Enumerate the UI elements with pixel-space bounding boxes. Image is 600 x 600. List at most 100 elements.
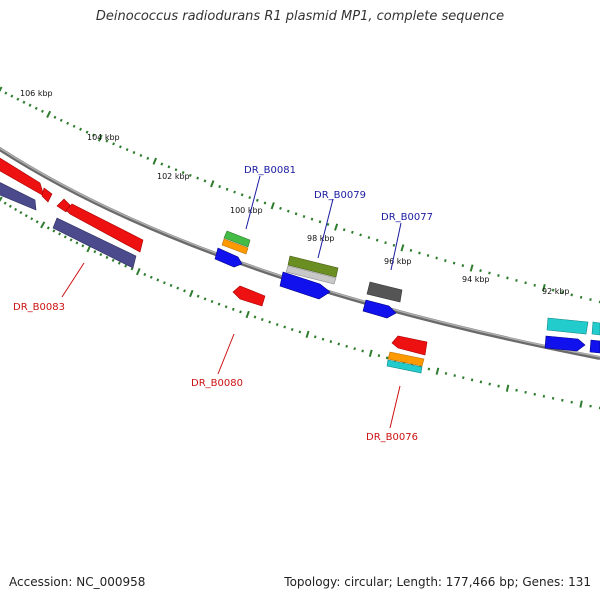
outer-ruler-tick [139, 153, 143, 157]
outer-ruler-tick [203, 179, 207, 183]
outer-ruler-tick [270, 202, 275, 210]
inner-ruler-tick [183, 289, 186, 293]
outer-ruler-tick [97, 134, 103, 142]
cds-features [0, 157, 600, 374]
outer-ruler-tick [351, 230, 354, 234]
inner-ruler-tick [162, 281, 166, 285]
cds-orange-b0076 [387, 351, 425, 367]
ruler-labels: 106 kbp 104 kbp 102 kbp 100 kbp 98 kbp 9… [20, 89, 570, 296]
outer-ruler-tick [72, 124, 76, 128]
outer-ruler-tick [53, 115, 57, 119]
inner-ruler-tick [488, 382, 491, 386]
outer-ruler-ticks [0, 86, 600, 304]
outer-ruler-tick [318, 220, 322, 224]
cds-silver-b0079 [285, 265, 337, 285]
inner-ruler-tick [337, 342, 341, 346]
outer-ruler-tick [146, 156, 150, 160]
inner-ruler-tick [260, 317, 264, 322]
inner-ruler-tick [75, 241, 79, 245]
outer-ruler-tick [160, 162, 164, 166]
outer-ruler-tick [426, 254, 430, 257]
outer-ruler-tick [533, 283, 536, 287]
outer-ruler-tick [561, 291, 564, 294]
inner-ruler-tick [24, 214, 28, 218]
inner-ruler-tick [329, 340, 333, 344]
cds-blue-b0079 [279, 271, 331, 300]
outer-ruler-tick [409, 248, 413, 252]
gene-labels: DR_B0081 DR_B0079 DR_B0077 DR_B0083 DR_B… [13, 165, 433, 443]
cds-red-large [65, 203, 144, 253]
outer-ruler-tick [488, 271, 491, 275]
inner-ruler-tick [69, 238, 73, 242]
accession-text: Accession: NC_000958 [9, 575, 146, 589]
outer-ruler-tick [196, 176, 200, 180]
inner-ruler-tick [93, 250, 97, 254]
inner-ruler-tick [130, 267, 134, 271]
inner-ruler-tick [58, 232, 62, 236]
leader-b0083 [61, 262, 85, 298]
inner-ruler-tick [105, 255, 109, 259]
inner-ruler-tick [524, 390, 527, 394]
inner-ruler-tick [52, 229, 56, 233]
inner-ruler-tick [283, 325, 287, 329]
inner-ruler-tick [156, 278, 160, 282]
leader-b0076 [389, 385, 401, 429]
inner-ruler-tick [135, 268, 141, 276]
cds-red-small-2 [56, 198, 71, 213]
cds-red-b0076 [391, 335, 428, 356]
inner-ruler-tick [176, 286, 180, 290]
inner-ruler-tick [99, 252, 103, 257]
leader-b0080 [217, 333, 235, 375]
leader-b0077 [390, 222, 402, 271]
outer-ruler-tick [210, 180, 215, 188]
outer-ruler-tick [10, 94, 14, 98]
outer-ruler-tick [152, 157, 158, 165]
outer-ruler-tick [294, 212, 298, 216]
outer-ruler-tick [542, 284, 546, 292]
cds-cyan-right-2 [591, 321, 600, 336]
inner-ruler-tick [19, 211, 23, 215]
inner-ruler-tick [479, 380, 483, 384]
inner-ruler-tick [377, 354, 381, 358]
inner-ruler-tick [189, 289, 194, 298]
inner-ruler-tick [117, 261, 121, 265]
outer-ruler-tick [255, 198, 259, 202]
outer-ruler-tick [375, 238, 379, 242]
backbone [0, 146, 600, 360]
label-dr-b0083: DR_B0083 [13, 302, 65, 313]
outer-ruler-tick [85, 130, 89, 134]
outer-ruler-tick [479, 269, 482, 273]
label-dr-b0081: DR_B0081 [244, 165, 296, 176]
label-dr-b0080: DR_B0080 [191, 378, 243, 389]
inner-ruler-tick [0, 196, 3, 202]
outer-ruler-tick [326, 222, 330, 226]
cds-olive-b0079 [287, 255, 339, 278]
outer-ruler-tick [66, 121, 70, 125]
outer-ruler-tick [469, 264, 474, 272]
inner-ruler-tick [570, 400, 573, 404]
outer-ruler-tick [334, 223, 339, 231]
inner-ruler-tick [111, 258, 115, 262]
outer-ruler-tick [400, 244, 405, 252]
outer-ruler-tick [461, 264, 465, 268]
cds-grey-b0077 [366, 281, 403, 303]
label-dr-b0079: DR_B0079 [314, 190, 366, 201]
inner-ruler-tick [203, 297, 207, 301]
inner-ruler-tick [542, 394, 546, 398]
outer-ruler-tick [0, 86, 3, 93]
outer-ruler-tick [342, 228, 346, 232]
kbp-label-96: 96 kbp [384, 257, 412, 266]
cds-navy-left [0, 182, 37, 211]
inner-ruler-tick [470, 378, 474, 382]
inner-ruler-tick [368, 349, 373, 357]
label-leader-lines [61, 175, 402, 429]
map-title: Deinococcus radiodurans R1 plasmid MP1, … [95, 9, 505, 24]
inner-ruler-tick [231, 307, 235, 311]
outer-ruler-tick [286, 209, 290, 213]
kbp-label-100: 100 kbp [230, 206, 263, 215]
inner-ruler-tick [81, 244, 85, 248]
label-dr-b0076: DR_B0076 [366, 432, 418, 443]
outer-ruler-tick [418, 251, 421, 255]
